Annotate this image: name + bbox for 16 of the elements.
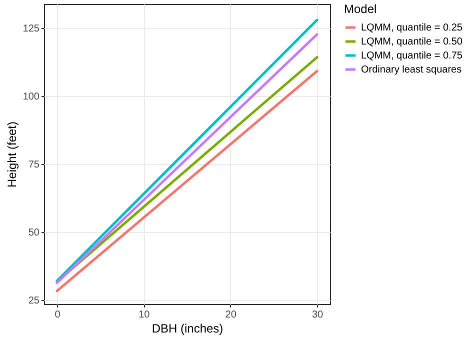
x-tick-label: 30 bbox=[312, 310, 324, 320]
legend-label: LQMM, quantile = 0.25 bbox=[361, 22, 463, 34]
y-tick-label: 100 bbox=[22, 92, 40, 103]
legend-label: Ordinary least squares bbox=[361, 64, 462, 76]
x-tick-label: 10 bbox=[138, 310, 150, 320]
y-axis-title: Height (feet) bbox=[4, 121, 19, 188]
x-tick-label: 0 bbox=[54, 310, 61, 320]
legend-title: Model bbox=[344, 2, 377, 16]
legend-label: LQMM, quantile = 0.75 bbox=[361, 50, 463, 62]
y-tick-label: 25 bbox=[28, 295, 40, 306]
y-tick-label: 50 bbox=[28, 227, 40, 238]
y-tick-label: 75 bbox=[28, 160, 40, 171]
y-tick-label: 125 bbox=[22, 24, 40, 35]
legend-label: LQMM, quantile = 0.50 bbox=[361, 36, 463, 48]
x-tick-label: 20 bbox=[225, 310, 237, 320]
x-axis-title: DBH (inches) bbox=[152, 322, 224, 336]
